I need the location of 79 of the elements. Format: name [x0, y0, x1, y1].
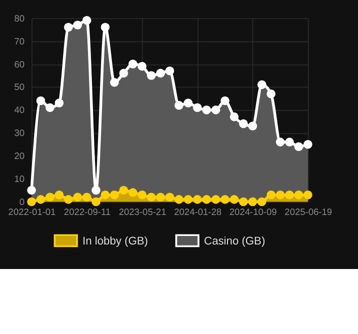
point: [156, 68, 165, 78]
point: [294, 190, 304, 200]
point: [92, 197, 100, 206]
point: [211, 195, 220, 204]
point: [54, 190, 64, 200]
point: [230, 195, 239, 204]
point: [192, 103, 202, 112]
y-tick-label: 30: [14, 128, 25, 138]
y-tick-label: 70: [14, 36, 25, 46]
y-tick-label: 40: [14, 105, 25, 116]
y-tick-label: 80: [14, 13, 25, 24]
point: [174, 195, 184, 204]
point: [174, 100, 184, 110]
point: [156, 192, 165, 202]
y-tick-label: 60: [14, 59, 25, 70]
point: [276, 190, 285, 200]
point: [257, 80, 266, 90]
point: [220, 96, 230, 106]
legend-label: In lobby (GB): [82, 235, 148, 248]
point: [266, 89, 276, 98]
y-tick-label: 50: [14, 82, 25, 92]
y-tick-label: 0: [19, 196, 25, 207]
point: [92, 186, 100, 195]
x-tick-label: 2022-01-01: [8, 207, 56, 218]
point: [248, 197, 258, 206]
point: [36, 96, 46, 106]
point: [138, 62, 146, 71]
point: [192, 195, 202, 204]
point: [119, 186, 128, 195]
point: [146, 192, 156, 202]
point: [165, 192, 174, 202]
point: [276, 138, 285, 146]
point: [54, 98, 64, 108]
point: [73, 192, 82, 202]
point: [46, 103, 54, 112]
point: [304, 190, 312, 200]
point: [82, 16, 92, 25]
x-tick-label: 2024-01-28: [174, 207, 222, 218]
point: [27, 197, 36, 206]
point: [110, 190, 119, 200]
point: [184, 195, 193, 204]
point: [36, 195, 46, 204]
point: [64, 22, 73, 32]
point: [64, 195, 73, 204]
point: [211, 106, 220, 114]
point: [128, 60, 138, 68]
point: [100, 22, 110, 32]
point: [266, 190, 276, 200]
point: [285, 190, 294, 200]
point: [27, 186, 36, 195]
point: [110, 78, 119, 87]
x-tick-label: 2022-09-11: [64, 207, 111, 218]
x-tick-label: 2024-10-09: [229, 207, 277, 218]
point: [220, 195, 230, 204]
point: [128, 188, 138, 197]
point: [294, 142, 304, 152]
point: [202, 195, 211, 204]
point: [230, 112, 239, 122]
point: [100, 190, 110, 200]
point: [46, 192, 54, 202]
point: [304, 140, 312, 149]
legend-label: Casino (GB): [204, 235, 266, 248]
point: [165, 66, 174, 76]
x-tick-label: 2025-06-19: [284, 207, 332, 218]
y-tick-label: 10: [14, 174, 25, 184]
point: [202, 106, 211, 114]
point: [239, 197, 248, 206]
point: [119, 68, 128, 78]
point: [82, 192, 92, 202]
x-tick-label: 2023-05-21: [118, 207, 166, 218]
point: [257, 197, 266, 206]
point: [73, 20, 82, 30]
y-tick-label: 20: [14, 151, 25, 162]
point: [146, 71, 156, 80]
point: [184, 98, 193, 108]
point: [138, 190, 146, 200]
point: [285, 138, 294, 146]
point: [248, 122, 258, 130]
point: [239, 119, 248, 128]
